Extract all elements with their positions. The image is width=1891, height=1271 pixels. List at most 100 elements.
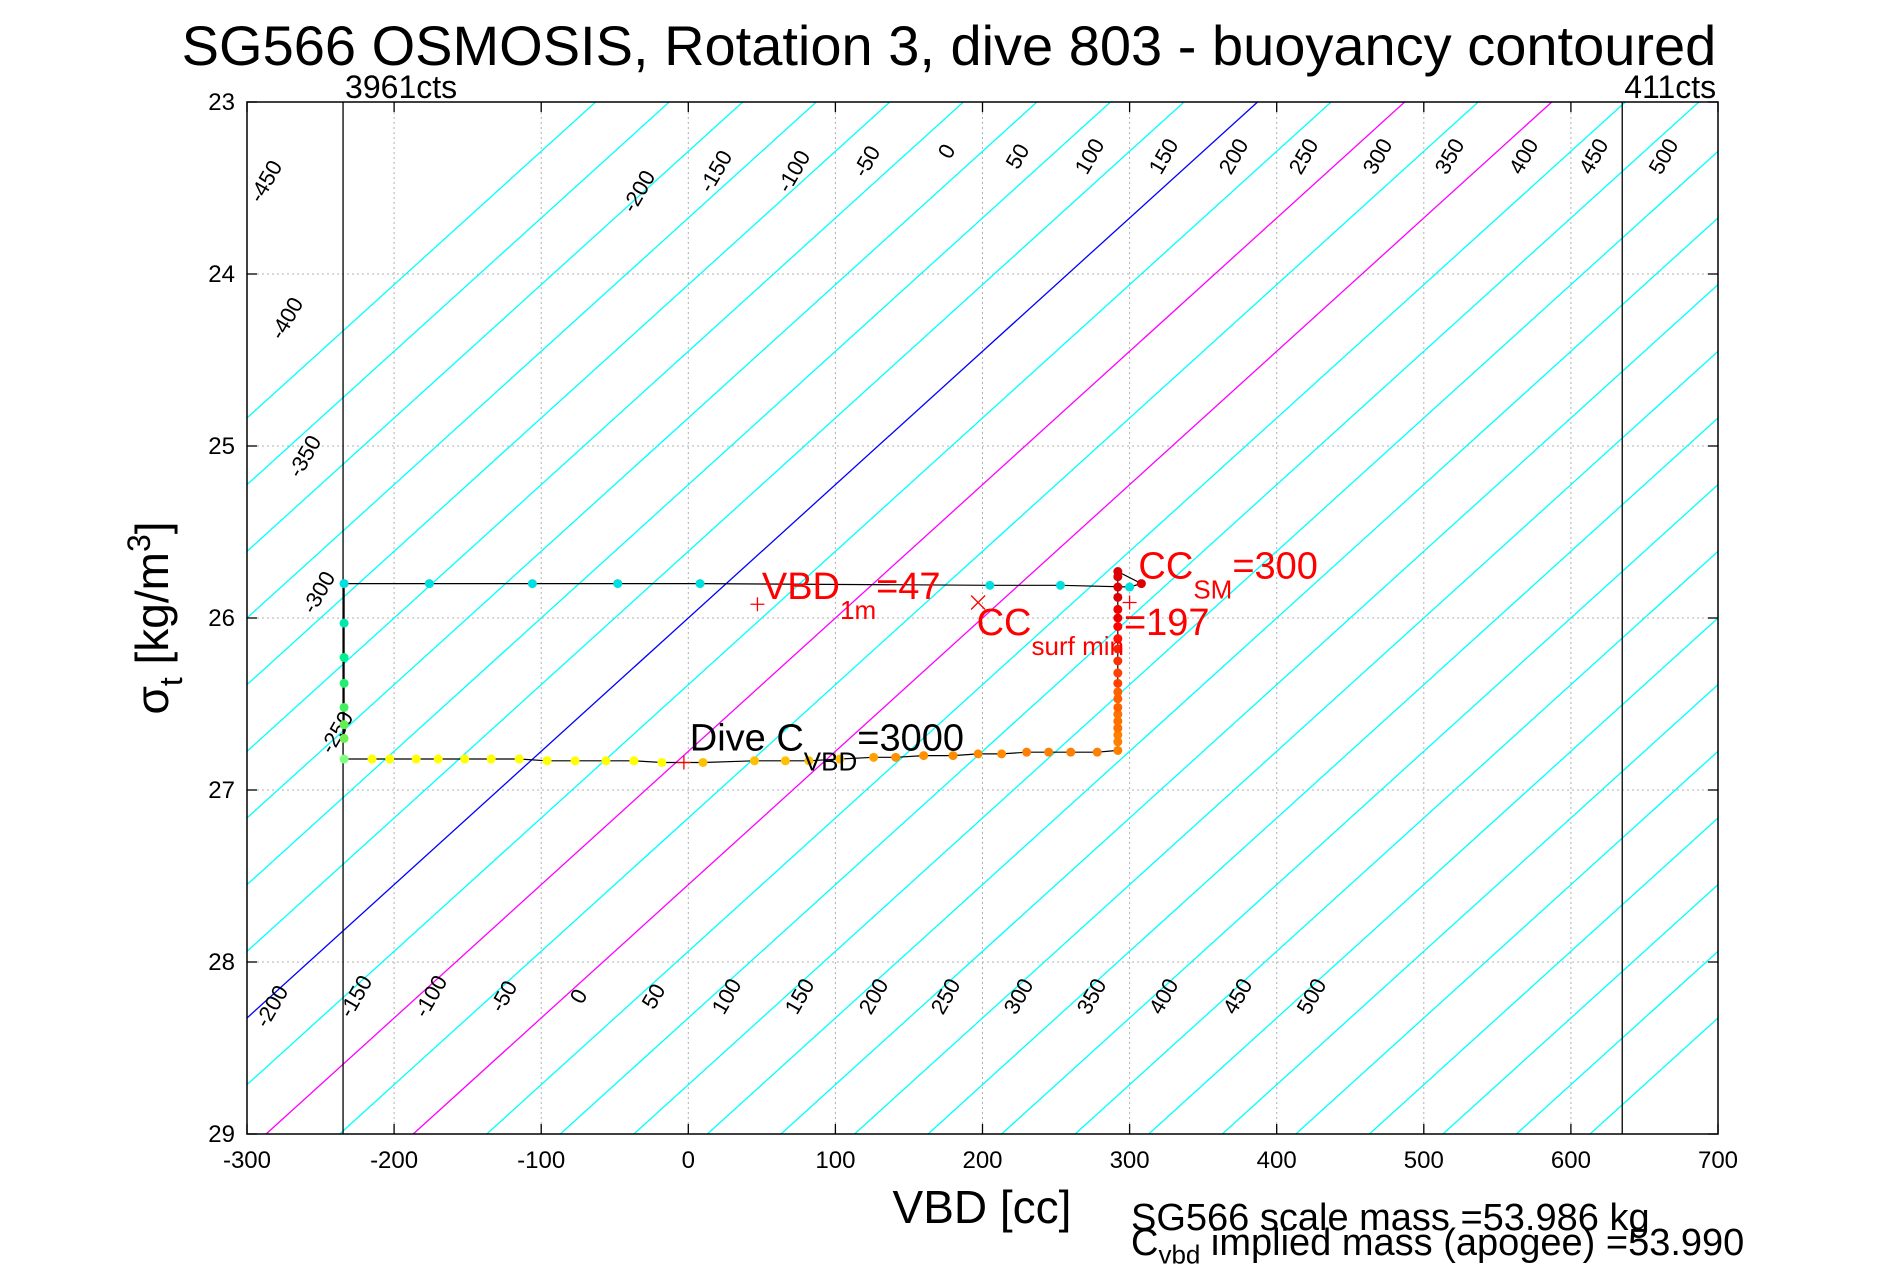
x-tick-label: 500 — [1404, 1147, 1444, 1174]
x-tick-label: 400 — [1257, 1147, 1297, 1174]
annotation-main: Dive C — [690, 717, 804, 759]
data-point — [997, 749, 1007, 759]
vbd-limit-label: 411cts — [1624, 69, 1716, 105]
x-axis-label: VBD [cc] — [893, 1181, 1072, 1233]
x-tick-label: -100 — [517, 1147, 565, 1174]
data-point — [973, 749, 983, 759]
annotation-subscript: SM — [1193, 574, 1232, 604]
data-point — [1113, 613, 1123, 623]
buoyancy-contour-line — [247, 102, 1332, 1086]
data-point — [1066, 747, 1076, 757]
data-point — [1113, 716, 1123, 726]
annotation-ccsurf: CCsurf min=197 — [977, 602, 1210, 661]
x-tick-label: -300 — [223, 1147, 271, 1174]
data-point — [367, 754, 377, 764]
vbd-limit-lines: 3961cts 411cts — [342, 69, 1716, 1134]
data-point — [1044, 747, 1054, 757]
buoyancy-contour-line — [1516, 950, 1718, 1134]
data-point — [657, 757, 667, 767]
annotation-main: CC — [1138, 545, 1193, 587]
buoyancy-contour-line — [1001, 483, 1718, 1134]
data-point — [527, 579, 537, 589]
data-point — [601, 756, 611, 766]
x-marker — [970, 595, 986, 610]
y-axis-label-superscript: 3 — [121, 534, 157, 552]
data-point — [804, 756, 814, 766]
data-point — [919, 751, 929, 761]
buoyancy-contour-line — [1368, 817, 1718, 1134]
buoyancy-contour-line — [247, 102, 670, 486]
buoyancy-contour-line — [559, 102, 1700, 1134]
data-point — [629, 756, 639, 766]
data-point — [339, 720, 349, 730]
data-point — [1113, 694, 1123, 704]
annotation-main: CC — [977, 602, 1032, 644]
data-point — [460, 754, 470, 764]
data-point — [869, 752, 879, 762]
x-axis-ticks: -300 -200 -100 0 100 200 300 400 500 600 700 — [223, 102, 1738, 1174]
data-point — [339, 653, 349, 663]
y-tick-label: 24 — [208, 261, 235, 288]
data-point — [1092, 747, 1102, 757]
buoyancy-contour-line — [247, 102, 1111, 886]
buoyancy-contour-line — [247, 102, 891, 686]
data-point — [1055, 580, 1065, 590]
buoyancy-contour-line — [927, 417, 1718, 1134]
annotation-divec: Dive CVBD=3000 — [690, 717, 964, 776]
x-tick-label: 100 — [815, 1147, 855, 1174]
annotation-value: =197 — [1124, 602, 1210, 644]
x-tick-label: -200 — [370, 1147, 418, 1174]
buoyancy-contour-line — [247, 102, 1185, 953]
data-point — [1113, 745, 1123, 755]
y-tick-label: 26 — [208, 605, 235, 632]
data-point — [948, 751, 958, 761]
data-point — [339, 754, 349, 764]
buoyancy-contour-line — [247, 102, 1038, 819]
data-point — [1113, 644, 1123, 654]
data-point — [695, 579, 705, 589]
data-point — [339, 702, 349, 712]
scale-mass-text: SG566 scale mass =53.986 kg — [1131, 1197, 1650, 1239]
data-point — [1113, 592, 1123, 602]
data-point — [486, 754, 496, 764]
plus-marker — [676, 755, 691, 770]
data-point — [1113, 709, 1123, 719]
annotation-value: =3000 — [857, 717, 964, 759]
buoyancy-contour-line — [1442, 883, 1718, 1134]
buoyancy-contour-line — [265, 102, 1406, 1134]
buoyancy-contour-line — [1295, 750, 1718, 1134]
annotation-main: VBD — [762, 566, 840, 608]
data-point — [514, 754, 524, 764]
data-point — [698, 757, 708, 767]
buoyancy-contour-line — [247, 102, 597, 419]
data-point — [1113, 604, 1123, 614]
x-tick-label: 200 — [962, 1147, 1002, 1174]
data-point — [570, 756, 580, 766]
plus-marker — [1122, 595, 1137, 610]
annotation-subscript: surf min — [1032, 631, 1124, 661]
data-point — [1113, 723, 1123, 733]
data-point — [339, 733, 349, 743]
buoyancy-contour-line — [412, 102, 1553, 1134]
buoyancy-contour-line — [247, 102, 964, 753]
data-point — [1113, 687, 1123, 697]
buoyancy-contour-line — [339, 102, 1479, 1134]
data-point — [1125, 582, 1135, 592]
annotation-subscript: 1m — [840, 595, 876, 625]
data-point — [835, 754, 845, 764]
y-tick-label: 27 — [208, 777, 235, 804]
y-tick-label: 25 — [208, 433, 235, 460]
annotation-value: =47 — [876, 566, 940, 608]
y-tick-label: 23 — [208, 89, 235, 116]
data-point — [424, 579, 434, 589]
data-point — [1022, 747, 1032, 757]
data-point — [1113, 567, 1123, 577]
data-point — [780, 756, 790, 766]
data-point — [339, 618, 349, 628]
implied-mass-subscript: vbd — [1158, 1239, 1201, 1270]
buoyancy-contour-line — [247, 102, 817, 619]
buoyancy-contour-line — [1074, 550, 1718, 1134]
chart-title: SG566 OSMOSIS, Rotation 3, dive 803 - bu… — [182, 14, 1717, 77]
buoyancy-contour-line — [486, 102, 1626, 1134]
